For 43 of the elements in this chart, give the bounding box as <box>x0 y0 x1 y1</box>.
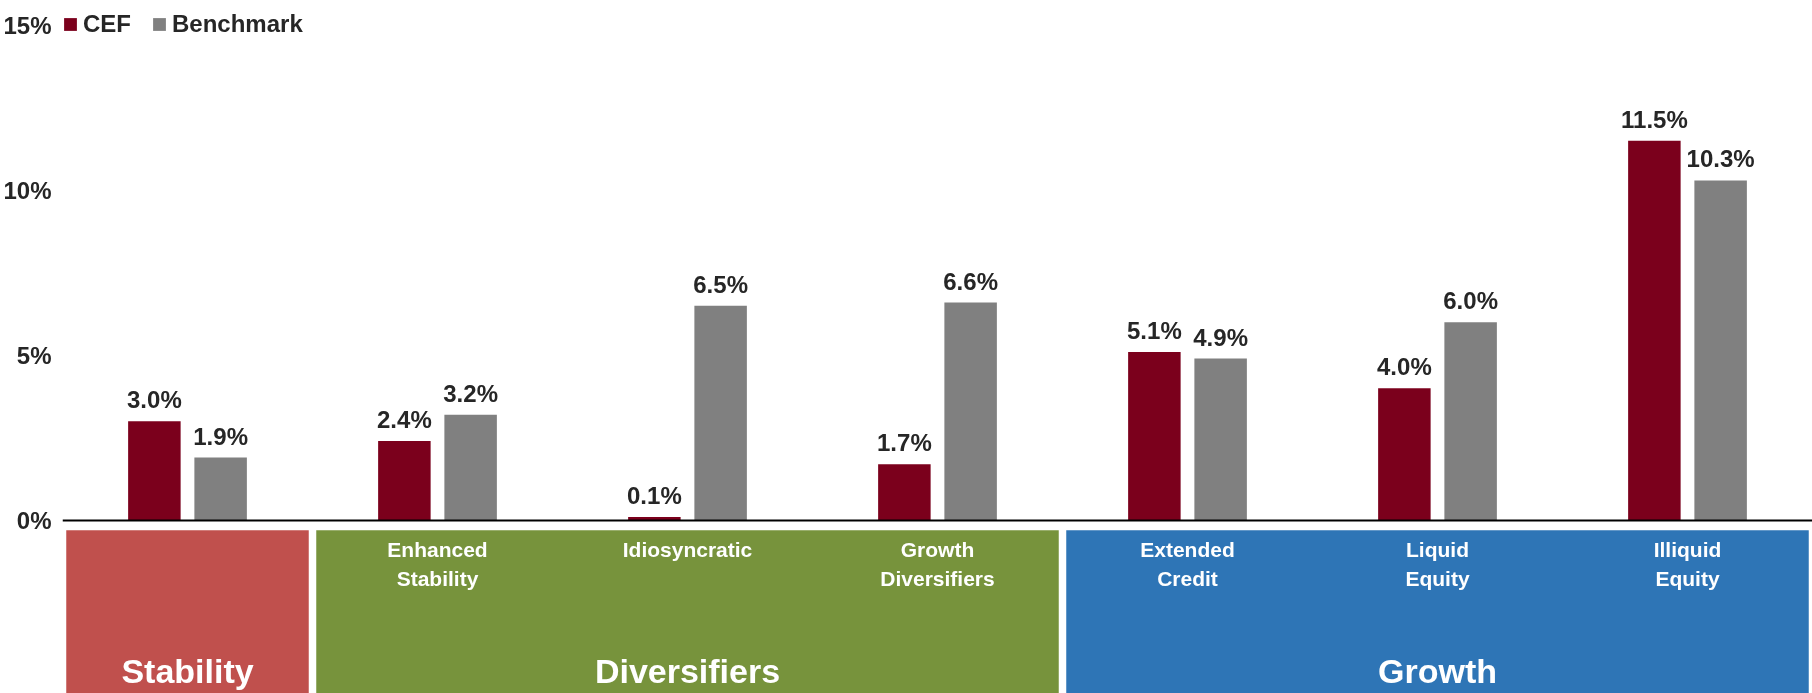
data-label: 6.5% <box>693 270 748 298</box>
data-label: 4.9% <box>1193 323 1248 351</box>
x-tick-label: Illiquid Equity <box>1653 538 1722 590</box>
data-label: 1.9% <box>193 422 248 450</box>
bar <box>944 302 997 521</box>
legend-label: CEF <box>83 10 131 38</box>
data-label: 0.1% <box>627 481 682 509</box>
bar <box>1194 358 1247 521</box>
data-label: 4.0% <box>1377 353 1432 381</box>
x-tick-label: Growth Diversifiers <box>880 538 995 590</box>
bar <box>1128 352 1181 521</box>
y-tick-label: 5% <box>16 341 52 369</box>
x-tick-label: Enhanced Stability <box>387 538 488 590</box>
y-tick-label: 10% <box>3 176 52 204</box>
text: Stability <box>121 651 254 690</box>
data-label: 11.5% <box>1621 105 1688 133</box>
bar <box>194 457 247 521</box>
x-tick-label: Idiosyncratic <box>622 538 753 562</box>
data-label: 3.0% <box>127 386 182 414</box>
bar <box>1378 388 1431 521</box>
data-label: 1.7% <box>877 429 932 457</box>
text: Growth <box>1378 651 1497 690</box>
bar <box>694 305 747 521</box>
bar <box>128 421 181 521</box>
data-label: 2.4% <box>377 406 432 434</box>
bar <box>1444 322 1497 521</box>
bar <box>378 441 431 521</box>
bar <box>444 414 497 521</box>
data-label: 3.2% <box>443 379 498 407</box>
legend-label: Benchmark <box>172 10 303 38</box>
y-tick-label: 15% <box>3 11 52 39</box>
data-label: 6.6% <box>943 267 998 295</box>
bar <box>878 464 931 521</box>
bar <box>1628 140 1681 521</box>
x-tick-label: Liquid Equity <box>1405 538 1470 590</box>
bar <box>628 516 681 521</box>
data-label: 5.1% <box>1127 317 1182 344</box>
data-label: 10.3% <box>1686 145 1755 173</box>
bar <box>1694 180 1747 521</box>
x-tick-label: Extended Credit <box>1140 538 1235 590</box>
y-tick-label: 0% <box>16 506 52 534</box>
data-label: 6.0% <box>1443 287 1498 315</box>
text: Diversifiers <box>594 651 781 690</box>
